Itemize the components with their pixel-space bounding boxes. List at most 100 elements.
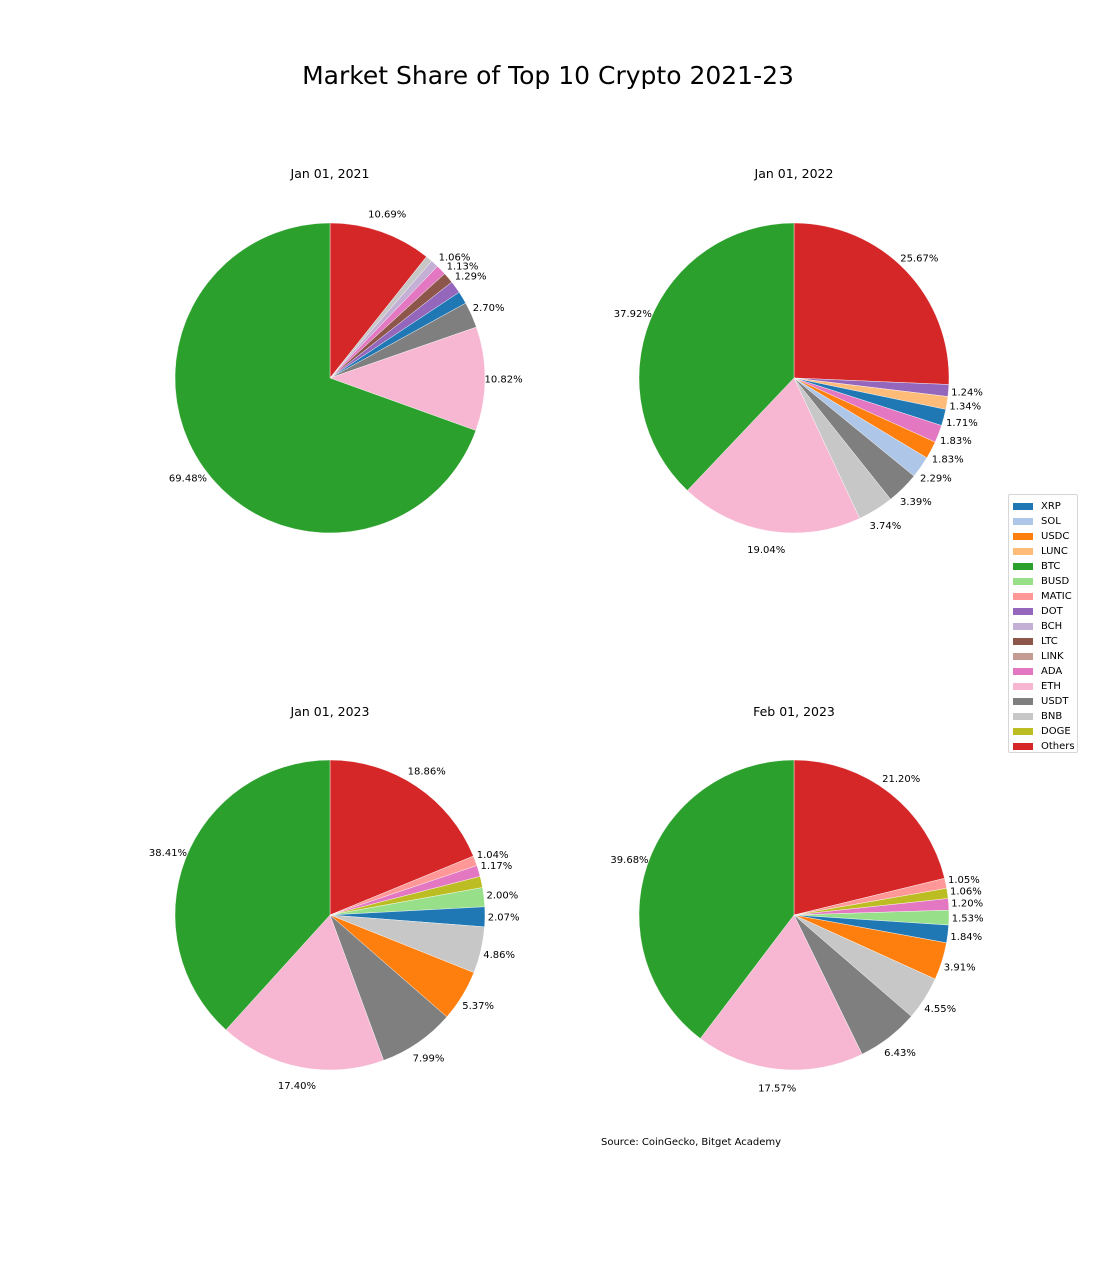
legend-item-sol: SOL (1013, 514, 1077, 529)
legend-label: DOGE (1041, 726, 1071, 737)
legend-swatch (1013, 578, 1033, 585)
pie-0: Jan 01, 2021 10.69% 1.06%1.13%1.29% 2.70% 10… (169, 166, 523, 534)
legend-label: DOT (1041, 606, 1063, 617)
pie-label: 19.04% (747, 545, 785, 556)
legend-label: SOL (1041, 516, 1061, 527)
pie-slice-others (329, 759, 474, 916)
pie-label: 1.53% (952, 913, 984, 924)
legend-swatch (1013, 548, 1033, 555)
pie-3: Feb 01, 2023 21.20% 1.05%1.06% 1.20% 1.53% 1.… (610, 704, 983, 1094)
pie-label: 3.39% (900, 497, 932, 508)
legend-item-dot: DOT (1013, 604, 1077, 619)
legend-swatch (1013, 743, 1033, 750)
pie-slice-eth (329, 326, 486, 431)
legend-swatch (1013, 563, 1033, 570)
pie-slice-btc (174, 759, 331, 1031)
pie-label: 2.00% (487, 891, 519, 902)
pie-title: Jan 01, 2021 (290, 166, 370, 181)
pie-slice-btc (638, 222, 795, 491)
pie-label: 10.69% (368, 210, 406, 221)
legend-swatch (1013, 638, 1033, 645)
legend-swatch (1013, 713, 1033, 720)
pie-1: Jan 01, 2022 25.67% 1.24% 1.34% 1.71% 1.83% 1.… (614, 166, 983, 556)
legend-item-ada: ADA (1013, 664, 1077, 679)
pie-title: Jan 01, 2023 (290, 704, 370, 719)
pie-label: 10.82% (485, 375, 523, 386)
legend-item-ltc: LTC (1013, 634, 1077, 649)
legend-label: MATIC (1041, 591, 1072, 602)
pie-label: 1.06% (950, 886, 982, 897)
legend-item-xrp: XRP (1013, 499, 1077, 514)
pie-label: 69.48% (169, 473, 207, 484)
legend-label: USDT (1041, 696, 1069, 707)
legend-label: BNB (1041, 711, 1063, 722)
legend-swatch (1013, 683, 1033, 690)
pie-label: 2.70% (473, 303, 505, 314)
pie-label: 1.05% (948, 875, 980, 886)
pie-label: 1.17% (481, 861, 513, 872)
figure-title: Market Share of Top 10 Crypto 2021-23 (302, 61, 794, 90)
pie-label: 4.86% (483, 950, 515, 961)
legend-label: USDC (1041, 531, 1070, 542)
legend-swatch (1013, 668, 1033, 675)
legend-swatch (1013, 623, 1033, 630)
pie-label: 4.55% (924, 1004, 956, 1015)
legend-label: LUNC (1041, 546, 1068, 557)
pie-label: 1.34% (949, 402, 981, 413)
legend-swatch (1013, 518, 1033, 525)
pie-slice-btc (174, 222, 477, 534)
pie-label: 21.20% (882, 774, 920, 785)
legend-item-others: Others (1013, 739, 1077, 754)
legend-swatch (1013, 608, 1033, 615)
pie-title: Jan 01, 2022 (754, 166, 834, 181)
legend-swatch (1013, 728, 1033, 735)
pie-label: 1.83% (932, 454, 964, 465)
pie-label: 37.92% (614, 309, 652, 320)
pie-slice-others (793, 759, 945, 916)
pie-label: 3.74% (870, 521, 902, 532)
pie-label: 2.07% (488, 913, 520, 924)
pie-slice-eth (225, 914, 384, 1071)
pie-label: 1.06% (439, 253, 471, 264)
legend-label: BUSD (1041, 576, 1070, 587)
pie-label: 5.37% (462, 1001, 494, 1012)
legend-swatch (1013, 533, 1033, 540)
pie-label: 1.04% (477, 850, 509, 861)
legend-item-btc: BTC (1013, 559, 1077, 574)
pie-label: 1.24% (951, 388, 983, 399)
legend-label: ETH (1041, 681, 1061, 692)
pie-label: 1.13% (447, 261, 479, 272)
legend-swatch (1013, 593, 1033, 600)
legend-item-doge: DOGE (1013, 724, 1077, 739)
pie-slice-eth (687, 377, 860, 534)
legend-item-bnb: BNB (1013, 709, 1077, 724)
pie-slice-eth (700, 914, 863, 1071)
pie-label: 1.20% (951, 899, 983, 910)
pie-label: 17.40% (278, 1081, 316, 1092)
legend-label: ADA (1041, 666, 1063, 677)
pie-label: 18.86% (408, 766, 446, 777)
legend-item-busd: BUSD (1013, 574, 1077, 589)
legend-item-eth: ETH (1013, 679, 1077, 694)
pie-label: 3.91% (944, 962, 976, 973)
pie-title: Feb 01, 2023 (753, 704, 835, 719)
pie-label: 1.84% (950, 932, 982, 943)
legend-label: BTC (1041, 561, 1061, 572)
legend-item-lunc: LUNC (1013, 544, 1077, 559)
legend-item-link: LINK (1013, 649, 1077, 664)
pie-slice-others (329, 222, 427, 379)
legend-item-bch: BCH (1013, 619, 1077, 634)
pie-label: 17.57% (758, 1083, 796, 1094)
pie-slice-btc (638, 759, 795, 1039)
pie-label: 1.83% (940, 436, 972, 447)
legend-label: Others (1041, 741, 1075, 752)
legend-swatch (1013, 503, 1033, 510)
pie-label: 38.41% (149, 848, 187, 859)
legend-item-usdt: USDT (1013, 694, 1077, 709)
legend: XRP SOL USDC LUNC BTC BUSD MATIC DOT BCH LTC LINK A… (1008, 494, 1078, 753)
legend-label: LTC (1041, 636, 1058, 647)
legend-item-matic: MATIC (1013, 589, 1077, 604)
pie-label: 39.68% (610, 855, 648, 866)
pie-label: 25.67% (900, 253, 938, 264)
legend-swatch (1013, 698, 1033, 705)
